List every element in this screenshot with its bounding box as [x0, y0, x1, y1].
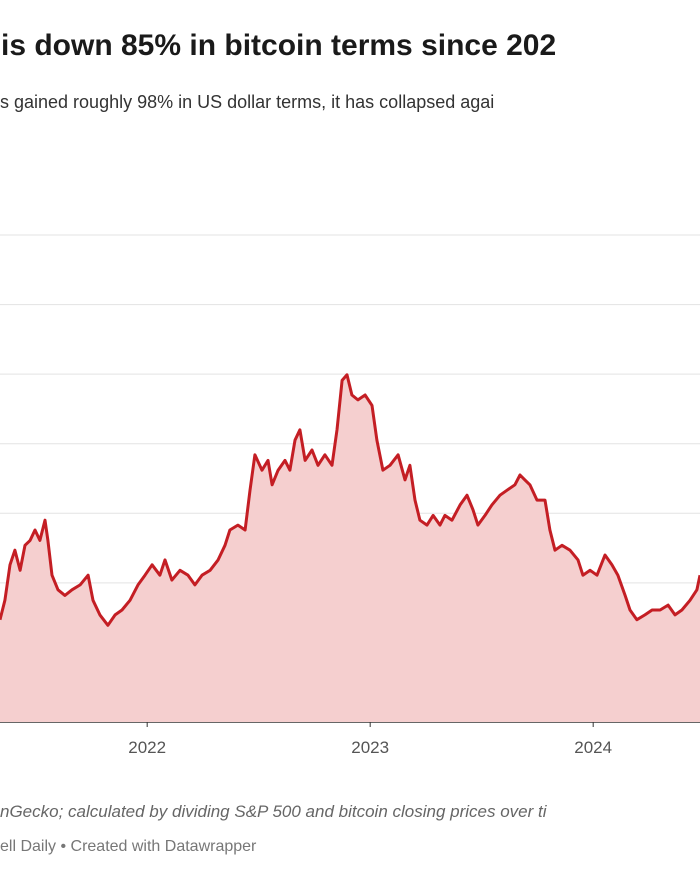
x-tick-label: 2023 [351, 738, 389, 757]
chart-title: is down 85% in bitcoin terms since 202 [1, 29, 556, 62]
area [0, 374, 700, 722]
line [0, 373, 700, 627]
plot-area: 2022 2023 2024 [0, 234, 700, 757]
x-tick-label: 2022 [128, 738, 166, 757]
chart-subtitle: s gained roughly 98% in US dollar terms,… [0, 92, 494, 112]
x-tick-label: 2024 [574, 738, 612, 757]
source-note: nGecko; calculated by dividing S&P 500 a… [0, 802, 548, 821]
credit: ell Daily • Created with Datawrapper [0, 838, 257, 855]
